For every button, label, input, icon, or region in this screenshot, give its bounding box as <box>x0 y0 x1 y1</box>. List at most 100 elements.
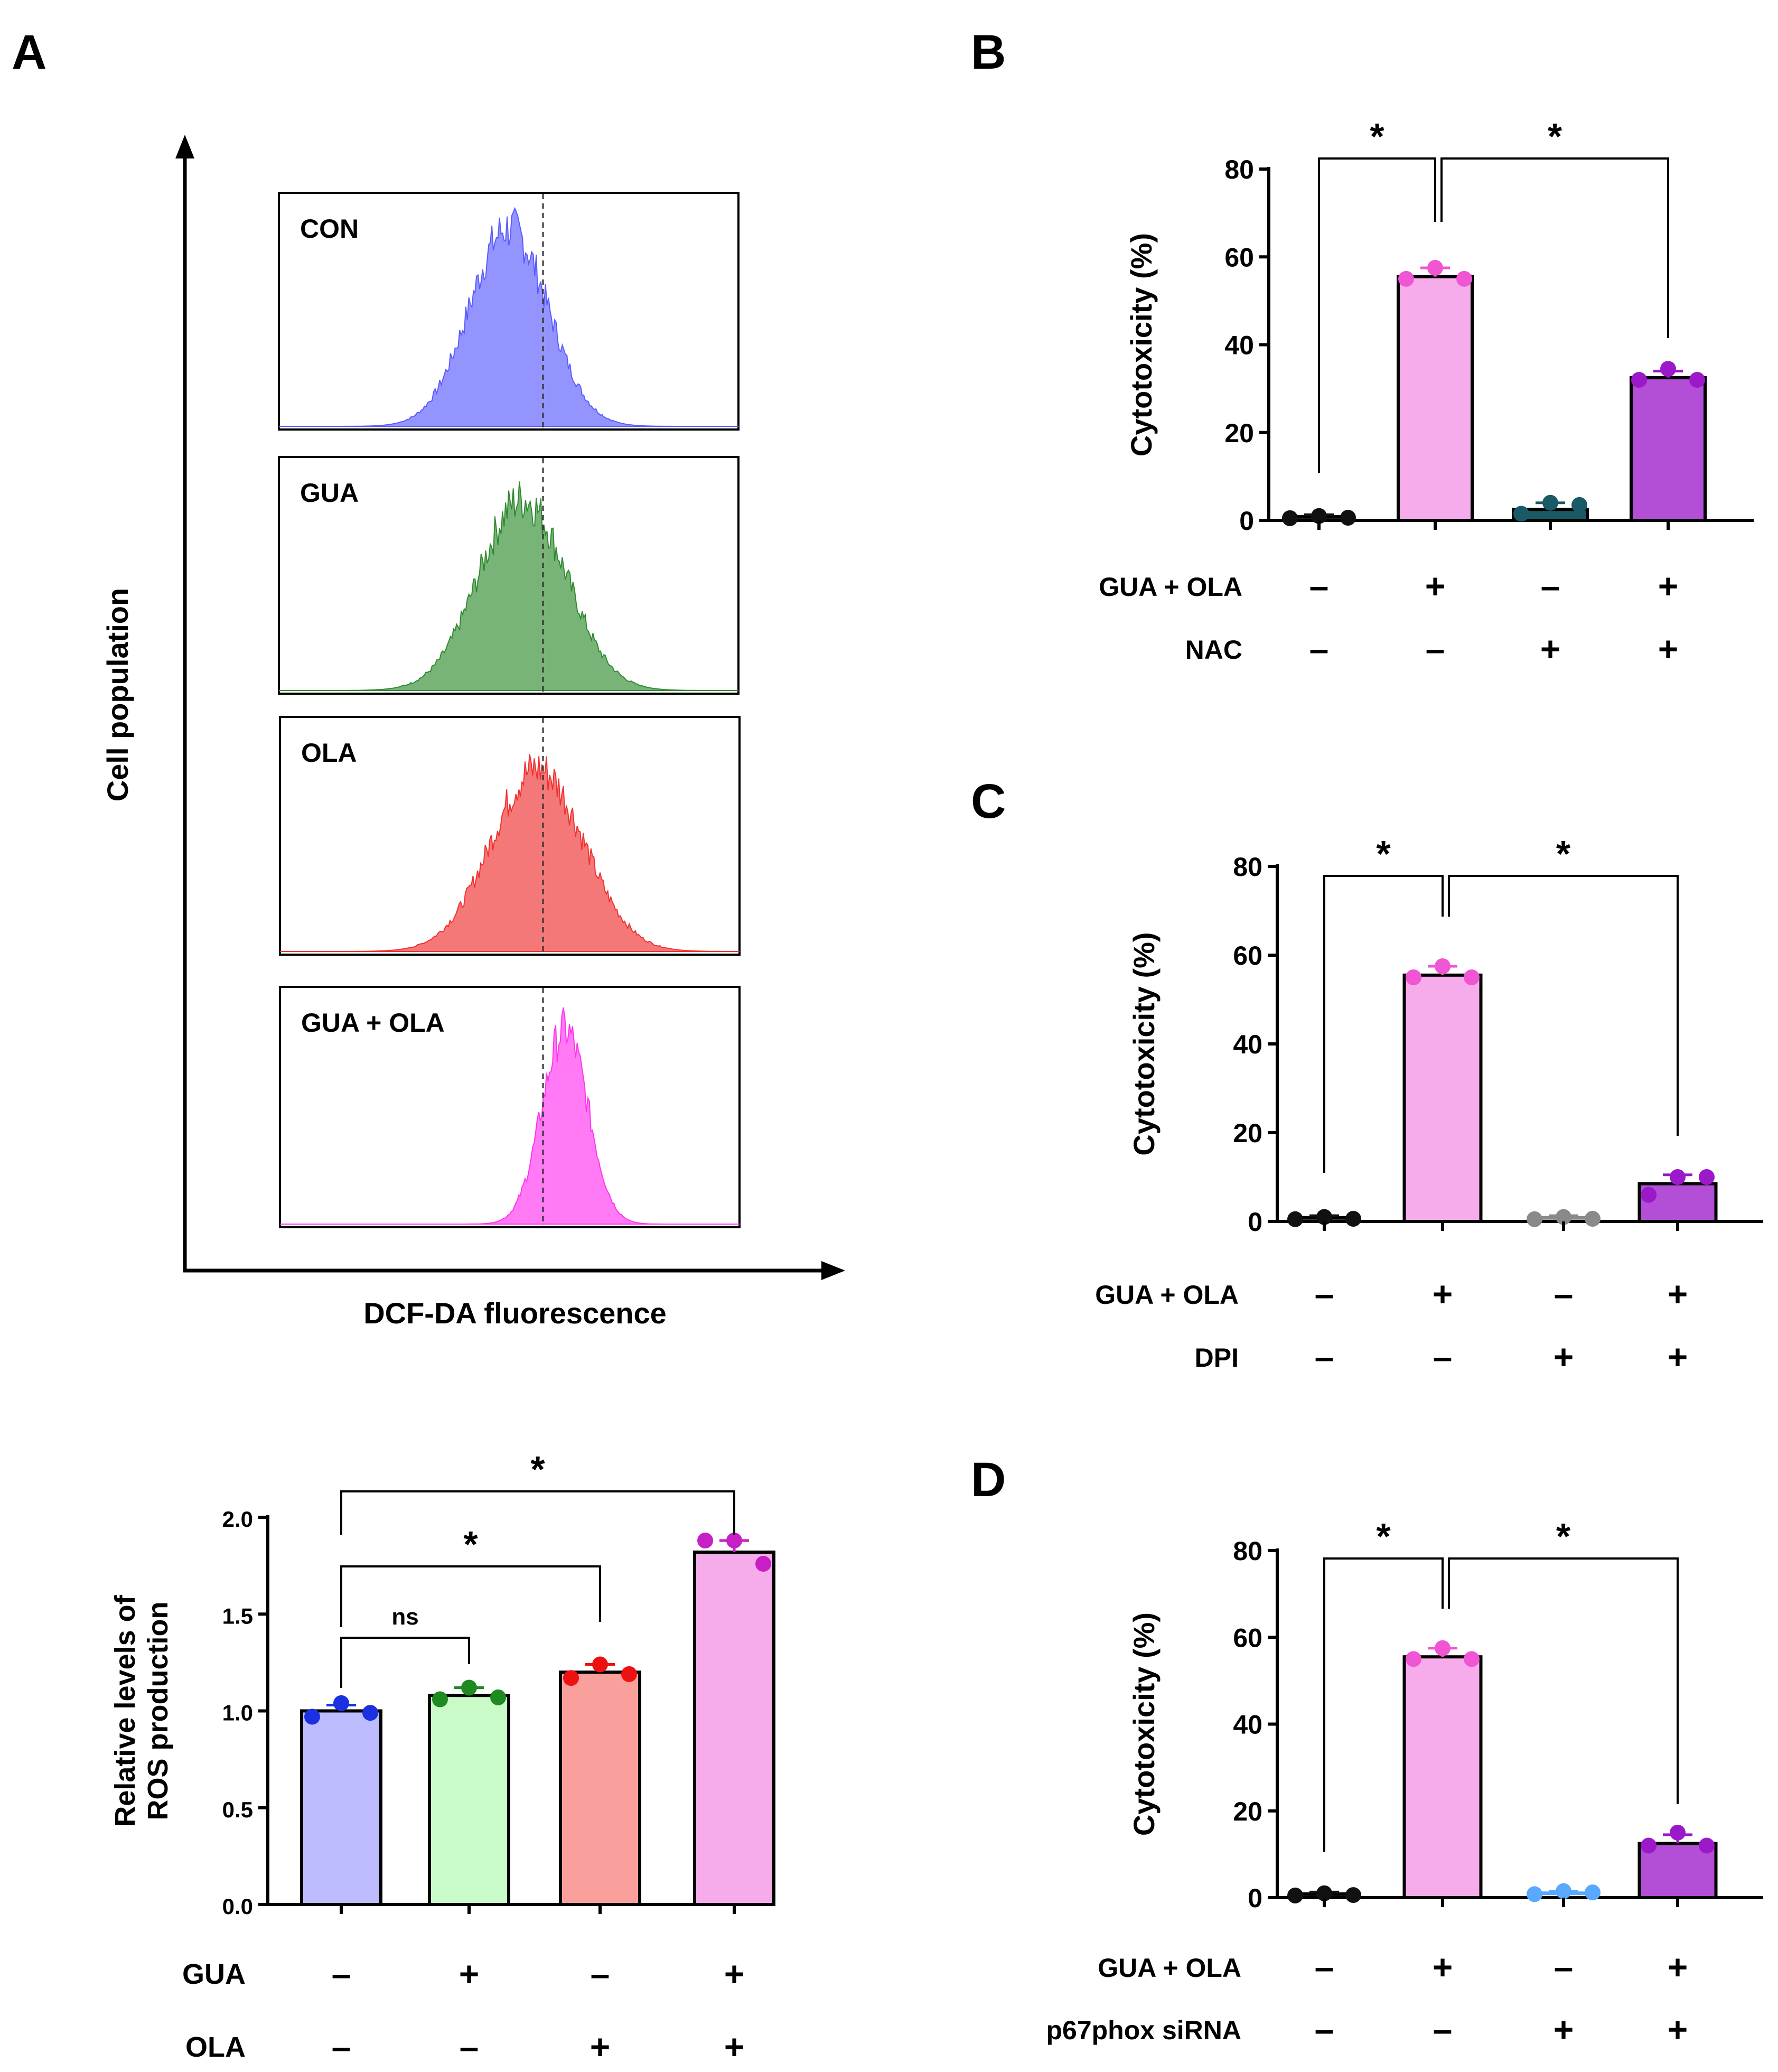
histogram-curve <box>280 754 740 952</box>
panel-letter-c: C <box>971 774 1006 828</box>
condition-sign: – <box>1426 629 1445 668</box>
condition-sign: + <box>1668 1274 1688 1313</box>
data-point <box>1316 1885 1332 1901</box>
flow-panel: Cell population DCF-DA fluorescence CON G… <box>101 135 845 1330</box>
bar <box>1402 973 1483 1224</box>
data-point <box>1585 1210 1601 1227</box>
significance-bracket <box>1318 157 1436 473</box>
y-tick-label: 80 <box>1224 155 1254 184</box>
data-point <box>1542 494 1558 511</box>
cytotoxicity-chart-nac: 0 20 40 60 80 Cytotoxicity (%) GUA + OLA – + – + NA… <box>1099 116 1754 668</box>
bar <box>300 1709 382 1906</box>
y-tick-label: 0.5 <box>222 1797 253 1822</box>
condition-sign: + <box>590 2027 611 2066</box>
condition-sign: + <box>1433 1947 1453 1986</box>
condition-sign: – <box>1315 1337 1334 1376</box>
y-tick-label: 60 <box>1233 941 1262 970</box>
condition-label: GUA <box>182 1958 246 1990</box>
histogram-label: GUA <box>300 478 359 508</box>
significance-bracket <box>340 1565 601 1627</box>
data-point <box>1311 508 1327 524</box>
y-tick-label: 40 <box>1233 1710 1262 1740</box>
condition-sign: + <box>724 1954 745 1993</box>
significance-label: * <box>463 1524 478 1565</box>
data-point <box>1464 969 1480 985</box>
data-point <box>1345 1887 1361 1903</box>
data-point <box>1631 372 1647 388</box>
cytotoxicity-chart-p67phox: 0 20 40 60 80 Cytotoxicity (%) GUA + OLA – + – + p6… <box>1046 1516 1763 2049</box>
significance-bracket <box>340 1490 735 1535</box>
data-point <box>432 1691 448 1707</box>
condition-sign: – <box>1315 2010 1334 2049</box>
histogram-curve <box>280 1007 740 1225</box>
data-point <box>1287 1887 1303 1903</box>
data-point <box>1406 969 1421 985</box>
significance-bracket <box>1448 1557 1679 1804</box>
data-point <box>1670 1169 1686 1185</box>
data-point <box>1345 1210 1361 1227</box>
y-axis-label: Relative levels ofROS production <box>109 1594 174 1826</box>
significance-bracket <box>1323 1557 1444 1852</box>
data-point <box>1287 1211 1303 1227</box>
condition-sign: + <box>1668 2010 1688 2049</box>
condition-sign: + <box>1554 1337 1574 1376</box>
condition-sign: – <box>1315 1947 1334 1986</box>
data-point <box>563 1670 579 1686</box>
condition-label: DPI <box>1195 1343 1239 1373</box>
data-point <box>1340 510 1356 526</box>
data-point <box>1398 270 1414 287</box>
bar <box>1402 1655 1483 1900</box>
data-point <box>755 1555 771 1572</box>
condition-sign: – <box>1433 2010 1453 2049</box>
y-tick-label: 0 <box>1239 506 1254 536</box>
y-tick-label: 80 <box>1233 1536 1262 1566</box>
data-point <box>1585 1884 1601 1901</box>
significance-bracket <box>340 1637 470 1688</box>
y-tick-label: 0.0 <box>222 1894 253 1919</box>
condition-label: p67phox siRNA <box>1046 2015 1241 2045</box>
data-point <box>333 1695 349 1711</box>
panel-letter-a: A <box>12 25 46 79</box>
condition-sign: + <box>1658 566 1679 605</box>
histogram-label: CON <box>300 214 359 244</box>
condition-sign: + <box>1668 1337 1688 1376</box>
data-point <box>1689 372 1705 388</box>
y-tick-label: 20 <box>1224 418 1254 448</box>
condition-sign: – <box>1554 1274 1574 1313</box>
significance-label: * <box>1370 116 1384 157</box>
data-point <box>1435 958 1451 974</box>
significance-bracket <box>1323 875 1444 1173</box>
data-point <box>1527 1211 1542 1227</box>
y-tick-label: 40 <box>1224 331 1254 360</box>
panel-letter-d: D <box>971 1453 1006 1507</box>
data-point <box>1556 1209 1571 1225</box>
data-point <box>1571 497 1587 513</box>
data-point <box>1670 1824 1686 1841</box>
data-point <box>1527 1886 1542 1902</box>
y-tick-label: 2.0 <box>222 1507 253 1532</box>
data-point <box>1641 1187 1657 1203</box>
data-point <box>1435 1640 1451 1656</box>
histogram-box <box>279 986 741 1228</box>
condition-sign: – <box>1554 1947 1574 1986</box>
y-axis-label: Cytotoxicity (%) <box>1127 1612 1161 1836</box>
flow-xlabel: DCF-DA fluorescence <box>363 1296 667 1330</box>
bar <box>559 1670 641 1906</box>
significance-label: * <box>530 1449 545 1490</box>
condition-sign: + <box>1433 1274 1453 1313</box>
significance-bracket <box>1440 157 1669 338</box>
condition-sign: – <box>1541 566 1560 605</box>
condition-label: OLA <box>185 2031 246 2063</box>
y-tick-label: 80 <box>1233 852 1262 882</box>
data-point <box>490 1689 506 1705</box>
condition-sign: – <box>1309 629 1329 668</box>
condition-sign: – <box>332 1954 351 1993</box>
histogram-curve <box>279 207 738 427</box>
condition-sign: – <box>332 2027 351 2066</box>
bar <box>693 1550 775 1906</box>
data-point <box>1699 1169 1715 1185</box>
y-tick-label: 20 <box>1233 1797 1262 1826</box>
data-point <box>362 1705 378 1721</box>
data-point <box>1456 270 1472 287</box>
